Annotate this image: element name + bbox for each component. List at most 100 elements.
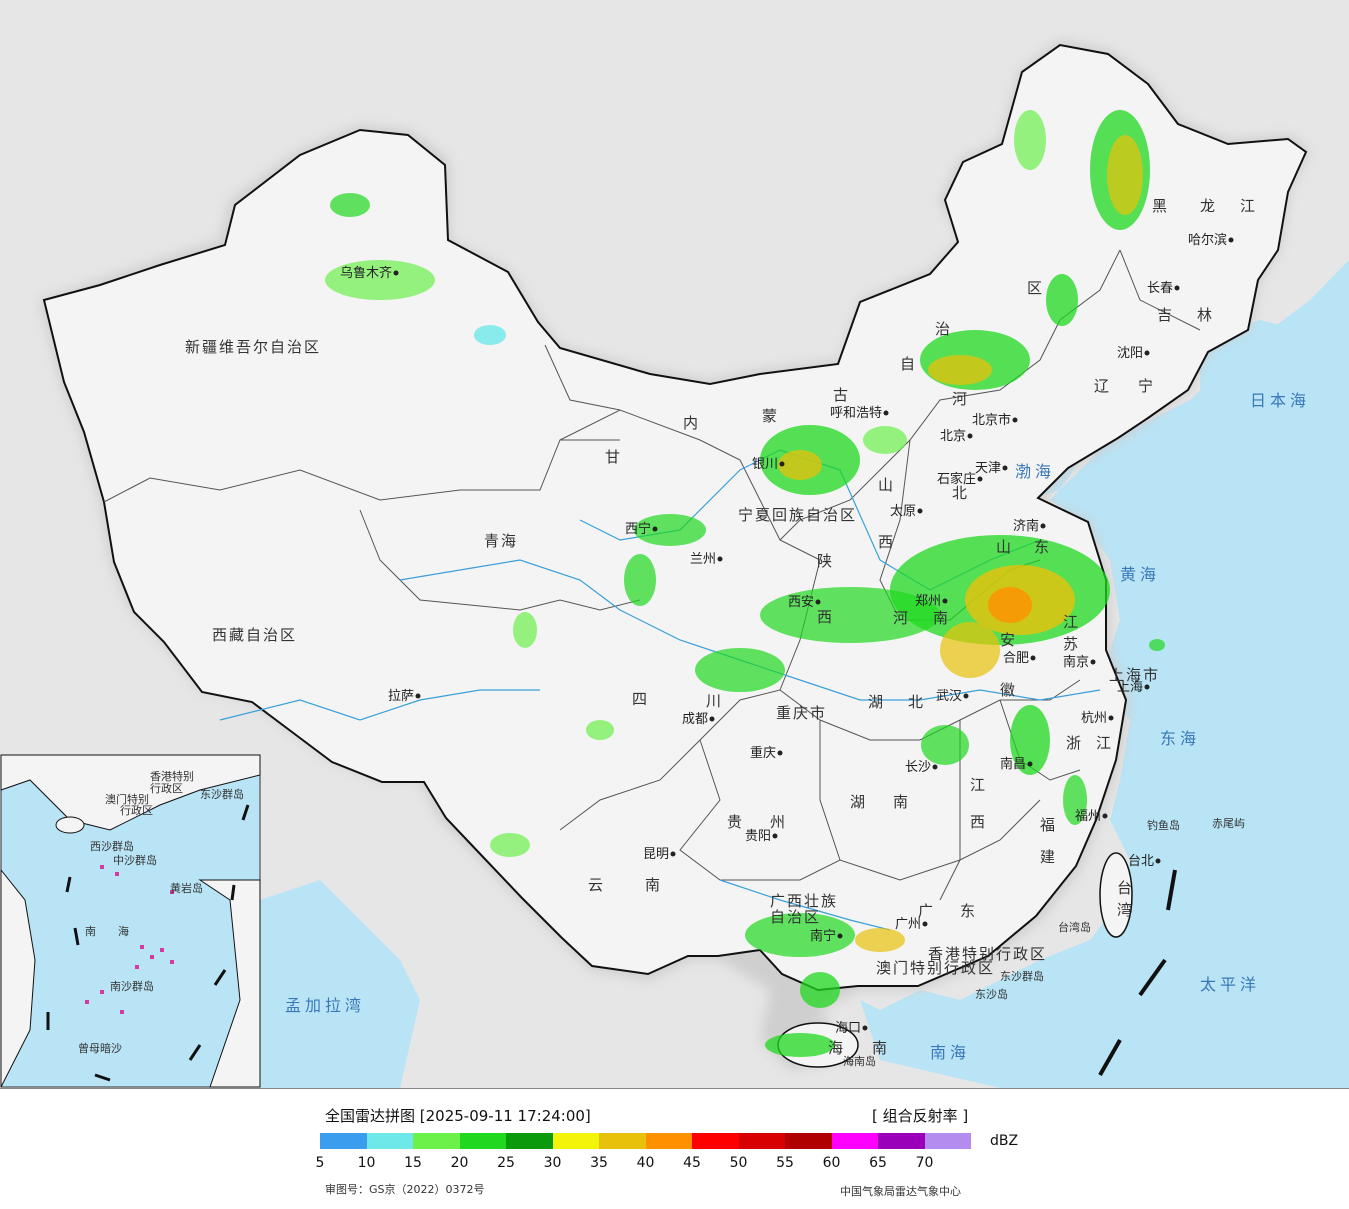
city-label: 北京	[940, 429, 966, 444]
city-label: 沈阳	[1117, 346, 1143, 361]
city-label: 郑州	[915, 594, 941, 609]
province-label: 北	[908, 693, 925, 711]
province-label: 江	[1063, 613, 1080, 631]
city-marker	[415, 693, 421, 699]
city-label: 拉萨	[388, 689, 414, 704]
scale-tick-label: 65	[869, 1155, 887, 1171]
sea-label: 黄海	[1120, 565, 1160, 584]
province-label: 辽	[1094, 377, 1111, 395]
south-china-sea-inset	[0, 754, 261, 1088]
province-label: 吉	[1157, 306, 1174, 324]
province-label: 川	[706, 692, 723, 710]
scale-cell	[738, 1133, 785, 1149]
province-label: 蒙	[762, 407, 779, 425]
city-marker	[1012, 417, 1018, 423]
province-label: 青海	[484, 532, 518, 550]
province-label: 广西壮族	[770, 892, 838, 910]
city-label: 重庆	[750, 745, 776, 761]
city-marker	[1102, 813, 1108, 819]
scale-cell	[506, 1133, 553, 1149]
scale-cell	[552, 1133, 599, 1149]
sea-label: 渤海	[1015, 462, 1055, 481]
city-marker	[967, 433, 973, 439]
city-label: 上海	[1117, 680, 1143, 695]
legend-title: 全国雷达拼图 [2025-09-11 17:24:00]	[325, 1107, 591, 1125]
island-label: 钓鱼岛	[1147, 818, 1180, 832]
city-label: 银川	[752, 457, 778, 472]
province-label: 广	[918, 902, 935, 920]
city-label: 台北	[1128, 854, 1154, 869]
city-marker	[1030, 655, 1036, 661]
province-label: 安	[1000, 631, 1017, 649]
inset-label: 南	[85, 925, 96, 938]
scale-cell	[878, 1133, 925, 1149]
province-label: 湾	[1117, 901, 1134, 919]
scale-tick-label: 70	[915, 1155, 934, 1171]
city-label: 太原	[890, 504, 916, 519]
scale-tick-label: 5	[315, 1155, 325, 1171]
inset-label: 中沙群岛	[113, 853, 157, 867]
inset-label: 黄岩岛	[170, 881, 203, 895]
city-label: 哈尔滨	[1188, 232, 1227, 248]
city-marker	[922, 921, 928, 927]
scale-tick-label: 10	[357, 1155, 376, 1171]
province-label: 西	[817, 608, 834, 626]
scale-cell	[692, 1133, 739, 1149]
province-label: 南	[933, 609, 950, 627]
province-label: 西藏自治区	[212, 626, 297, 644]
city-marker	[1144, 350, 1150, 356]
city-label: 西安	[788, 595, 814, 610]
province-label: 东	[960, 902, 977, 920]
province-label: 新疆维吾尔自治区	[185, 338, 321, 356]
scale-tick-label: 15	[404, 1155, 422, 1171]
province-label: 台	[1117, 879, 1134, 897]
sea-label: 东海	[1160, 729, 1200, 748]
city-marker	[932, 764, 938, 770]
scale-cell	[645, 1133, 692, 1149]
city-marker	[772, 833, 778, 839]
color-scale-bar	[320, 1133, 971, 1149]
province-label: 西	[878, 533, 895, 551]
scale-cell	[459, 1133, 506, 1149]
unit-label: dBZ	[990, 1133, 1019, 1149]
province-label: 南	[893, 793, 910, 811]
organization-name: 中国气象局雷达气象中心	[840, 1185, 961, 1198]
city-marker	[1228, 237, 1234, 243]
scale-tick-label: 60	[822, 1155, 841, 1171]
scale-tick-label: 50	[729, 1155, 748, 1171]
scale-cell	[320, 1133, 367, 1149]
city-label: 合肥	[1003, 651, 1029, 666]
province-label: 山	[878, 476, 895, 494]
city-label: 福州	[1075, 809, 1101, 824]
city-label: 长春	[1147, 281, 1173, 296]
japan-sea	[1200, 300, 1349, 560]
province-label: 北	[952, 484, 969, 502]
city-label: 北京市	[972, 412, 1011, 428]
city-label: 杭州	[1081, 711, 1107, 726]
city-marker	[1027, 761, 1033, 767]
city-marker	[670, 851, 676, 857]
province-label: 重庆市	[776, 704, 827, 722]
scale-tick-label: 25	[497, 1155, 515, 1171]
legend-panel: 全国雷达拼图 [2025-09-11 17:24:00] [ 组合反射率 ] d…	[0, 1088, 1349, 1209]
city-label: 成都	[682, 712, 708, 727]
city-marker	[917, 508, 923, 514]
scale-tick-label: 20	[450, 1155, 469, 1171]
bay-of-bengal	[260, 880, 420, 1088]
province-label: 上海市	[1109, 666, 1160, 684]
city-label: 南宁	[810, 928, 836, 944]
province-label: 江	[970, 776, 987, 794]
sea-label: 日本海	[1250, 391, 1310, 410]
scale-cell	[413, 1133, 460, 1149]
inset-label: 香港特别	[150, 769, 194, 783]
province-label: 江	[1096, 734, 1113, 752]
city-marker	[883, 410, 889, 416]
city-label: 南昌	[1000, 756, 1026, 772]
city-marker	[1174, 285, 1180, 291]
city-marker	[777, 750, 783, 756]
province-label: 古	[833, 386, 850, 404]
inset-label: 西沙群岛	[90, 839, 134, 853]
scale-cell	[599, 1133, 646, 1149]
scale-tick-label: 40	[636, 1155, 655, 1171]
province-label: 浙	[1066, 734, 1083, 752]
